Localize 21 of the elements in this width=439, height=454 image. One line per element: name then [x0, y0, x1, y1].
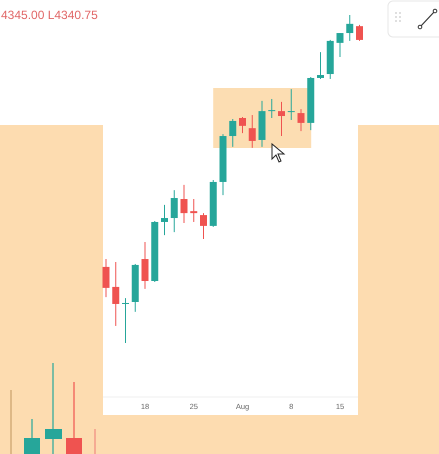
- candlestick: [346, 14, 354, 42]
- candlestick: [200, 212, 207, 240]
- candlestick: [142, 241, 148, 290]
- candlestick: [298, 108, 304, 132]
- candlestick: [268, 98, 276, 118]
- candlestick: [122, 298, 129, 344]
- candlestick: [336, 32, 344, 58]
- candlestick: [112, 261, 120, 326]
- candlestick: [288, 88, 295, 120]
- text: 4345.00 L4340.75: [1, 8, 98, 22]
- candlestick: [248, 114, 256, 148]
- candlestick: [180, 184, 188, 224]
- candlestick: [161, 204, 168, 236]
- candlestick: [102, 258, 110, 298]
- candlestick: [356, 24, 363, 42]
- candlestick: [170, 190, 178, 233]
- candlestick: [239, 116, 246, 134]
- candlestick: [229, 118, 236, 148]
- candlestick: [317, 52, 324, 80]
- candlestick: [278, 101, 285, 137]
- candlestick: [190, 198, 198, 222]
